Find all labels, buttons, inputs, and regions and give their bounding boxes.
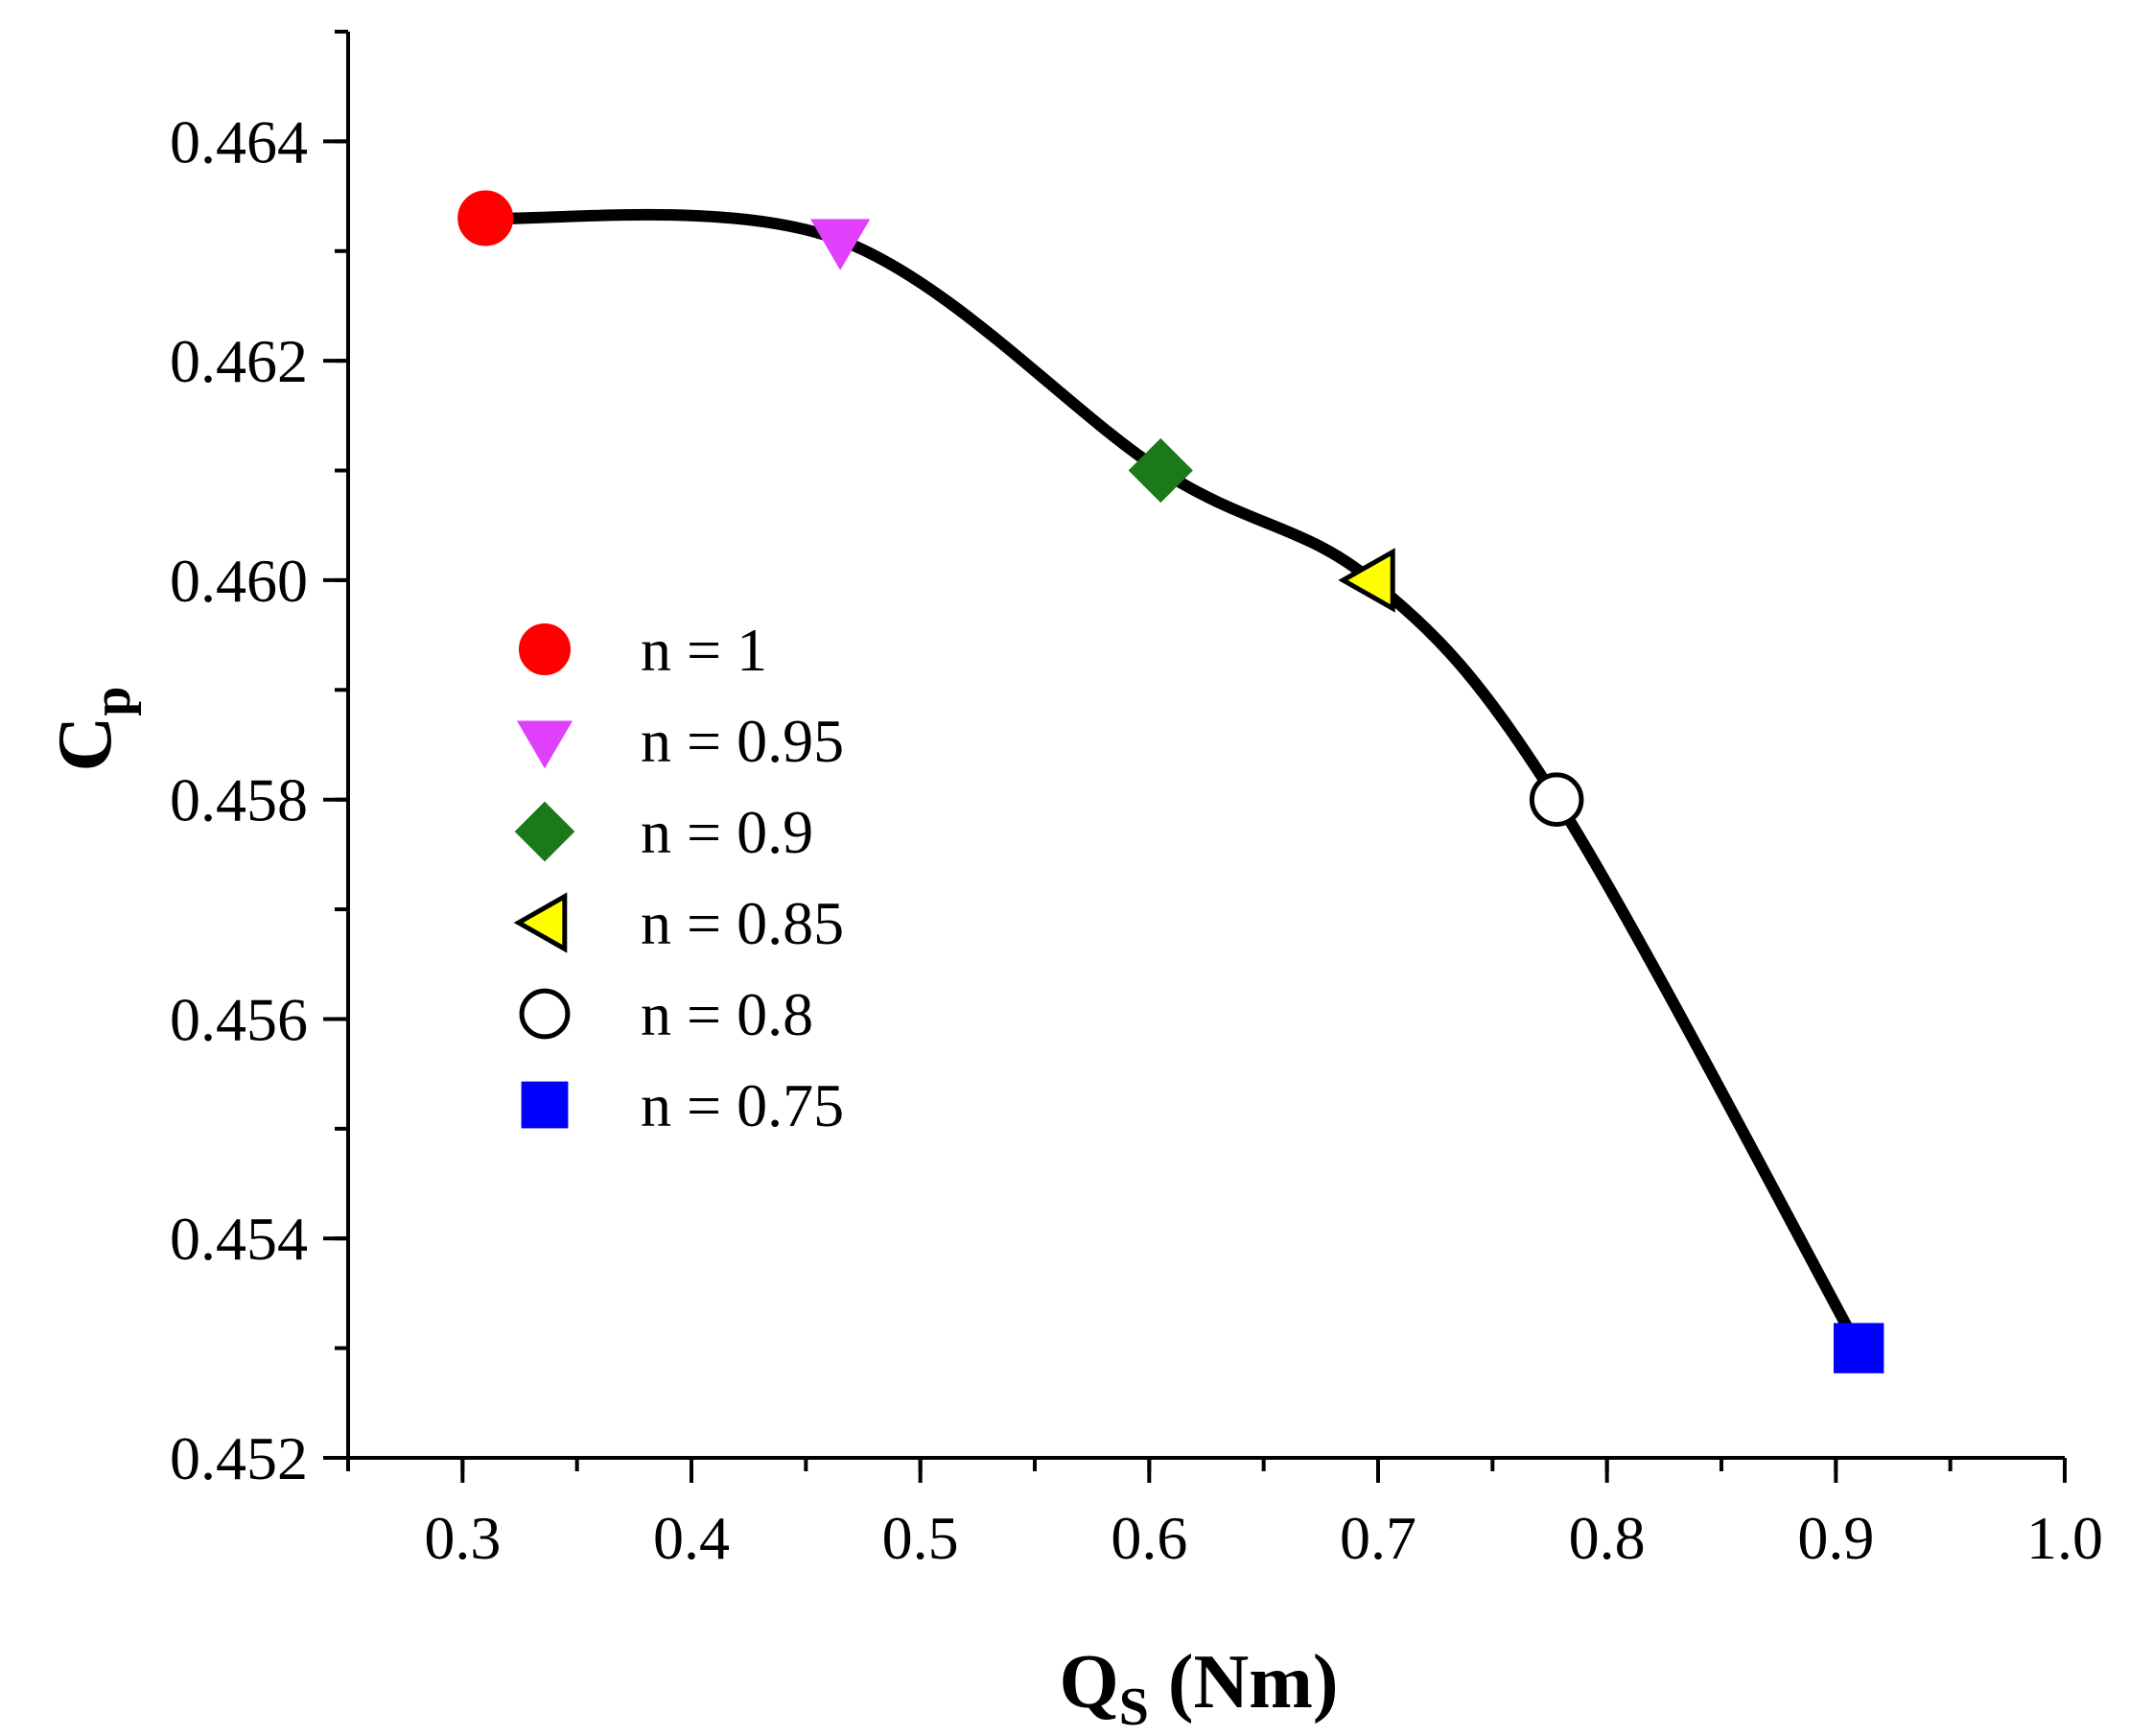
legend: n = 1 n = 0.95 n = 0.9 n = 0.85 n = 0.8 n = 0…: [513, 616, 844, 1139]
legend-label-2: n = 0.95: [641, 707, 844, 775]
data-point-4: [1338, 548, 1395, 613]
legend-label-6: n = 0.75: [641, 1071, 844, 1139]
legend-label-4: n = 0.85: [641, 889, 844, 957]
y-tick-label: 0.464: [170, 107, 308, 176]
curve-layer: [480, 208, 1865, 1354]
y-axis-title: Cp: [43, 687, 142, 772]
x-tick-label: 0.9: [1797, 1504, 1874, 1572]
data-point-1: [457, 190, 514, 246]
legend-label-1: n = 1: [641, 616, 767, 684]
x-tick-label: 0.7: [1340, 1504, 1416, 1572]
legend-marker-3: [514, 801, 575, 862]
x-tick-label: 1.0: [2026, 1504, 2103, 1572]
y-tick-label: 0.458: [170, 766, 308, 834]
legend-marker-6: [521, 1081, 569, 1129]
y-tick-label: 0.462: [170, 327, 308, 395]
axes-layer: 0.3 0.4 0.5 0.6 0.7 0.8 0.9 1.0 0.452 0.454 0.456 0…: [170, 30, 2103, 1572]
data-point-3: [1128, 437, 1193, 504]
y-tick-label: 0.460: [170, 547, 308, 615]
x-tick-label: 0.4: [653, 1504, 730, 1572]
x-tick-label: 0.5: [882, 1504, 959, 1572]
data-point-2: [809, 219, 871, 270]
x-axis-title: QS (Nm): [1059, 1640, 1338, 1736]
series-line: [480, 208, 1865, 1354]
data-point-6: [1834, 1323, 1884, 1373]
marker-layer: [457, 190, 1884, 1373]
y-tick-label: 0.454: [170, 1205, 308, 1273]
legend-marker-1: [519, 623, 571, 675]
legend-marker-5: [519, 988, 571, 1040]
x-tick-label: 0.6: [1111, 1504, 1187, 1572]
legend-label-3: n = 0.9: [641, 798, 813, 866]
y-tick-label: 0.452: [170, 1424, 308, 1492]
legend-marker-2: [516, 720, 573, 769]
x-tick-label: 0.3: [424, 1504, 501, 1572]
y-tick-label: 0.456: [170, 985, 308, 1053]
x-tick-label: 0.8: [1569, 1504, 1646, 1572]
legend-marker-4: [513, 892, 568, 953]
legend-label-5: n = 0.8: [641, 980, 813, 1048]
data-point-5: [1529, 772, 1584, 827]
